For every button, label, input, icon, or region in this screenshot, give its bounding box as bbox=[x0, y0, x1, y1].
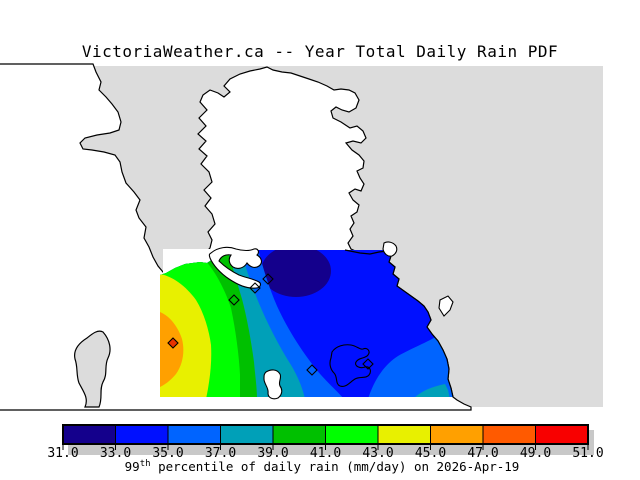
caption-value: 99 bbox=[124, 459, 140, 475]
band-37-39-southeast bbox=[413, 384, 450, 397]
caption-superscript: th bbox=[139, 459, 151, 469]
colorbar-tick-label: 35.0 bbox=[152, 446, 184, 461]
colorbar-segment bbox=[167, 424, 221, 445]
contour-field bbox=[160, 250, 453, 397]
station-diamond bbox=[249, 282, 261, 294]
colorbar-segment bbox=[535, 424, 589, 445]
colorbar-segment bbox=[377, 424, 431, 445]
station-diamond bbox=[262, 273, 274, 285]
station-diamond bbox=[228, 294, 240, 306]
islet-northeast bbox=[382, 241, 398, 257]
plot-title: VictoriaWeather.ca -- Year Total Daily R… bbox=[81, 42, 559, 61]
colorbar-segment bbox=[62, 424, 116, 445]
station-diamond-highlighted bbox=[167, 337, 179, 349]
colorbar-caption: 99th percentile of daily rain (mm/day) o… bbox=[0, 459, 640, 474]
colorbar-tick-label: 31.0 bbox=[47, 446, 79, 461]
colorbar-tick-label: 47.0 bbox=[467, 446, 499, 461]
colorbar-tick-label: 49.0 bbox=[519, 446, 552, 461]
band-45-47-core bbox=[160, 312, 184, 387]
domain-water-mask bbox=[163, 249, 242, 275]
colorbar-tick-label: 33.0 bbox=[99, 446, 132, 461]
colorbar-tick-label: 43.0 bbox=[362, 446, 394, 461]
caption-rest: percentile of daily rain (mm/day) on 202… bbox=[150, 459, 520, 475]
colorbar-segment bbox=[325, 424, 379, 445]
station-diamond bbox=[306, 364, 318, 376]
band-35-37-southeast bbox=[368, 336, 453, 397]
colorbar-tick-label: 45.0 bbox=[414, 446, 447, 461]
colorbar-tick-label: 51.0 bbox=[572, 446, 604, 461]
station-markers bbox=[167, 273, 374, 376]
harbour-cove-overlay bbox=[208, 246, 262, 289]
band-31-33 bbox=[261, 250, 331, 297]
colorbar bbox=[62, 424, 594, 455]
station-diamond bbox=[362, 358, 374, 370]
cape-east bbox=[438, 295, 454, 317]
colorbar-tick-label: 41.0 bbox=[309, 446, 342, 461]
colorbar-segment bbox=[115, 424, 169, 445]
colorbar-tick-label: 37.0 bbox=[204, 446, 237, 461]
colorbar-tick-label: 39.0 bbox=[257, 446, 289, 461]
shoreline-outline-detail bbox=[329, 344, 371, 387]
colorbar-segment bbox=[482, 424, 536, 445]
lagoon-outline bbox=[263, 369, 283, 400]
colorbar-segment bbox=[220, 424, 274, 445]
inlet-channel bbox=[74, 330, 111, 408]
colorbar-segment bbox=[430, 424, 484, 445]
colorbar-segment bbox=[272, 424, 326, 445]
